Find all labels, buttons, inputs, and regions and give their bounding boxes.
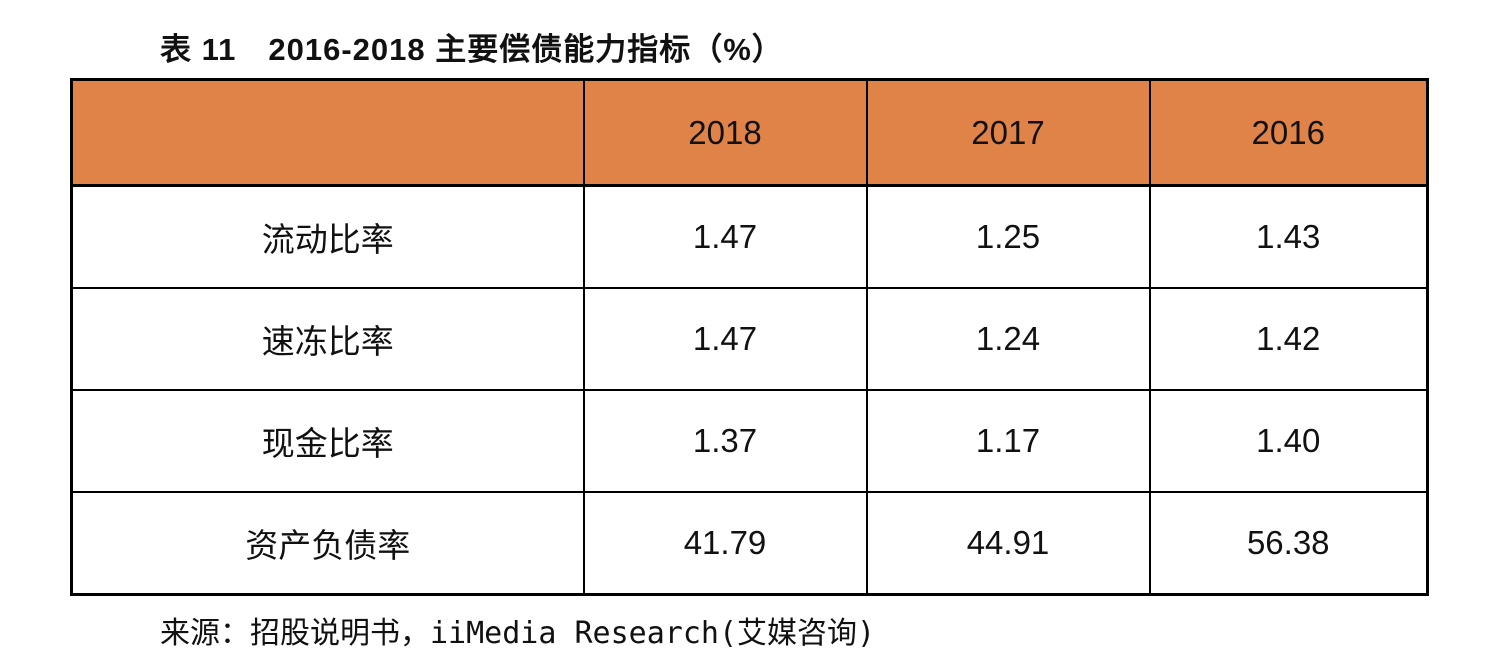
value-cell: 1.43 (1148, 184, 1429, 289)
source-attribution: 来源：招股说明书，iiMedia Research(艾媒咨询) (160, 616, 876, 651)
year-header-2018: 2018 (582, 78, 868, 187)
value-cell: 1.42 (1148, 287, 1429, 391)
value-cell: 1.25 (865, 184, 1151, 289)
year-header-2016: 2016 (1148, 78, 1429, 187)
value-cell: 1.24 (865, 287, 1151, 391)
year-header-2017: 2017 (865, 78, 1151, 187)
value-cell: 41.79 (582, 491, 868, 596)
value-cell: 56.38 (1148, 491, 1429, 596)
row-label: 现金比率 (70, 389, 585, 493)
value-cell: 1.37 (582, 389, 868, 493)
table-row-quick-ratio: 速冻比率 1.47 1.24 1.42 (70, 287, 1429, 391)
row-label: 速冻比率 (70, 287, 585, 391)
value-cell: 1.40 (1148, 389, 1429, 493)
corner-cell (70, 78, 585, 187)
value-cell: 44.91 (865, 491, 1151, 596)
table-row-current-ratio: 流动比率 1.47 1.25 1.43 (70, 184, 1429, 289)
table-row-debt-asset-ratio: 资产负债率 41.79 44.91 56.38 (70, 491, 1429, 596)
value-cell: 1.47 (582, 287, 868, 391)
table-title: 表 11 2016-2018 主要偿债能力指标（%） (160, 32, 784, 67)
row-label: 流动比率 (70, 184, 585, 289)
table-header-row: 2018 2017 2016 (70, 78, 1429, 187)
value-cell: 1.47 (582, 184, 868, 289)
value-cell: 1.17 (865, 389, 1151, 493)
row-label: 资产负债率 (70, 491, 585, 596)
solvency-table: 2018 2017 2016 流动比率 1.47 1.25 1.43 速冻比率 … (70, 78, 1429, 596)
table-row-cash-ratio: 现金比率 1.37 1.17 1.40 (70, 389, 1429, 493)
